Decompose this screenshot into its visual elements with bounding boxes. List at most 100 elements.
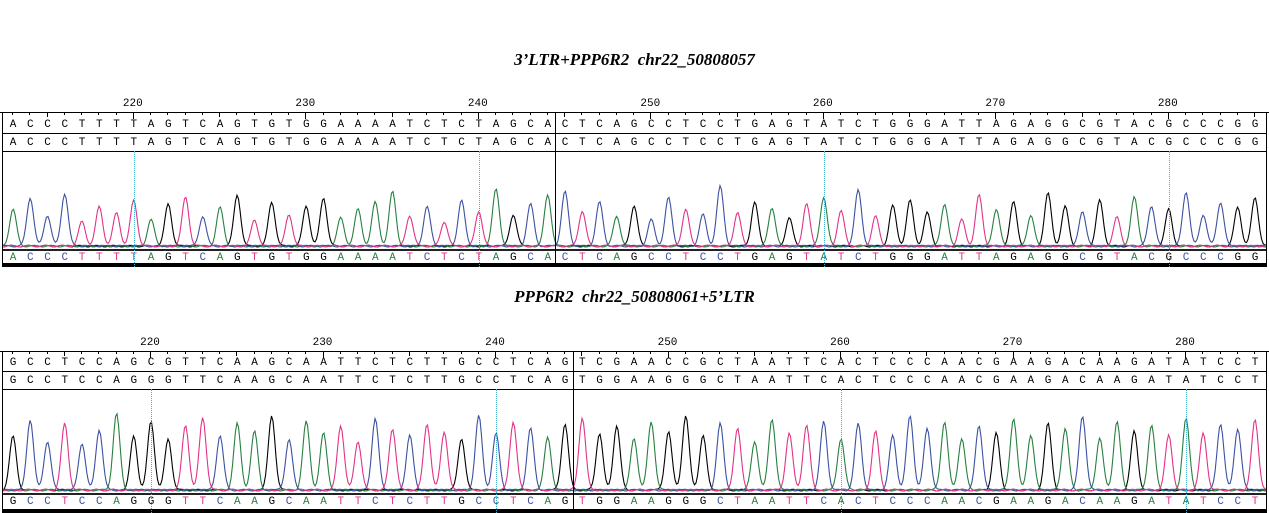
ruler-label: 220 bbox=[122, 98, 143, 110]
base-letter: G bbox=[1234, 137, 1242, 149]
base-letter: T bbox=[872, 119, 879, 131]
base-letter: G bbox=[923, 252, 931, 264]
ruler-tick bbox=[633, 113, 634, 115]
base-letter: A bbox=[389, 137, 396, 149]
base-letter: A bbox=[1096, 375, 1104, 387]
base-letter: C bbox=[854, 375, 862, 387]
trace-box-top-line bbox=[3, 389, 1266, 390]
ruler-tick bbox=[615, 113, 617, 115]
base-letter: C bbox=[1199, 119, 1207, 131]
base-letter: G bbox=[233, 119, 241, 131]
base-letter: G bbox=[751, 119, 759, 131]
base-letter: C bbox=[44, 119, 51, 131]
base-letter: C bbox=[1148, 252, 1155, 264]
base-letter: T bbox=[1165, 357, 1173, 369]
ruler-tick bbox=[1254, 113, 1255, 117]
ruler-tick bbox=[771, 352, 772, 354]
base-letter: C bbox=[61, 137, 69, 149]
ruler-tick bbox=[564, 113, 565, 117]
base-letter: G bbox=[1044, 137, 1052, 149]
base-letter: A bbox=[544, 375, 552, 387]
base-letter: G bbox=[9, 357, 17, 369]
base-letter: C bbox=[716, 137, 724, 149]
ruler-tick bbox=[1064, 352, 1066, 354]
ruler-tick bbox=[305, 352, 307, 354]
base-letter: C bbox=[647, 137, 655, 149]
base-letter: G bbox=[699, 375, 707, 387]
base-letter: C bbox=[527, 496, 534, 508]
ruler-tick bbox=[253, 352, 255, 354]
base-letter: G bbox=[906, 137, 914, 149]
base-letter: C bbox=[820, 357, 828, 369]
base-letter: G bbox=[268, 119, 276, 131]
base-letter: G bbox=[1061, 252, 1069, 264]
base-letter: A bbox=[492, 119, 500, 131]
base-letter: C bbox=[975, 496, 983, 508]
base-letter: C bbox=[216, 375, 224, 387]
base-letter: T bbox=[182, 252, 189, 264]
position-guide-line bbox=[1186, 389, 1187, 513]
base-letter: T bbox=[734, 375, 741, 387]
base-letter: G bbox=[1130, 357, 1138, 369]
bottom-bar bbox=[3, 509, 1266, 513]
base-letter: C bbox=[923, 496, 931, 508]
base-letter: C bbox=[492, 357, 500, 369]
base-letter: C bbox=[596, 119, 603, 131]
trace-C bbox=[3, 414, 1266, 492]
ruler-tick bbox=[167, 113, 169, 115]
base-letter: C bbox=[61, 252, 69, 264]
base-letter: C bbox=[906, 496, 914, 508]
base-letter: C bbox=[1079, 357, 1086, 369]
base-letter: A bbox=[768, 137, 776, 149]
base-letter: C bbox=[78, 375, 86, 387]
base-letter: A bbox=[216, 252, 224, 264]
position-guide-line bbox=[841, 389, 842, 513]
ruler-tick bbox=[98, 352, 100, 354]
base-letter: A bbox=[544, 252, 552, 264]
base-letter: A bbox=[768, 119, 776, 131]
base-letter: C bbox=[716, 375, 724, 387]
base-letter: A bbox=[613, 137, 621, 149]
base-letter: C bbox=[682, 357, 690, 369]
base-letter: T bbox=[199, 496, 207, 508]
base-letter: G bbox=[1044, 375, 1052, 387]
base-letter: A bbox=[1113, 357, 1121, 369]
base-letter: T bbox=[113, 137, 120, 149]
base-letter: A bbox=[544, 357, 552, 369]
base-letter: A bbox=[1130, 137, 1138, 149]
base-letter: A bbox=[354, 137, 362, 149]
base-letter: T bbox=[837, 137, 845, 149]
ruler-tick bbox=[322, 352, 324, 358]
base-letter: C bbox=[527, 252, 534, 264]
ruler-tick bbox=[684, 113, 686, 115]
base-letter: C bbox=[923, 375, 931, 387]
panel-title: PPP6R2 chr22_50808061+5’LTR bbox=[514, 287, 755, 306]
base-letter: G bbox=[682, 496, 690, 508]
base-letter: A bbox=[1027, 252, 1035, 264]
base-letter: C bbox=[527, 375, 534, 387]
position-ruler: 220 230 240 250 260 270 280 bbox=[0, 98, 1269, 120]
base-letter: G bbox=[699, 357, 707, 369]
base-letter: T bbox=[440, 357, 448, 369]
base-letter: A bbox=[941, 119, 948, 131]
base-letter: C bbox=[699, 252, 707, 264]
ruler-tick bbox=[1150, 352, 1152, 354]
base-letter: G bbox=[923, 137, 931, 149]
base-letter: T bbox=[130, 119, 138, 131]
base-letter: T bbox=[251, 137, 258, 149]
base-letter: A bbox=[1061, 357, 1069, 369]
base-letter: T bbox=[578, 375, 586, 387]
base-letter: A bbox=[251, 375, 258, 387]
base-letter: C bbox=[647, 119, 655, 131]
ruler-tick bbox=[46, 352, 48, 354]
base-letter: G bbox=[268, 357, 276, 369]
ruler-tick bbox=[46, 113, 48, 117]
base-letter: A bbox=[1027, 375, 1035, 387]
base-letter: T bbox=[1165, 375, 1173, 387]
base-letter: G bbox=[682, 375, 690, 387]
base-letter: G bbox=[1251, 119, 1259, 131]
base-letter: C bbox=[665, 137, 672, 149]
